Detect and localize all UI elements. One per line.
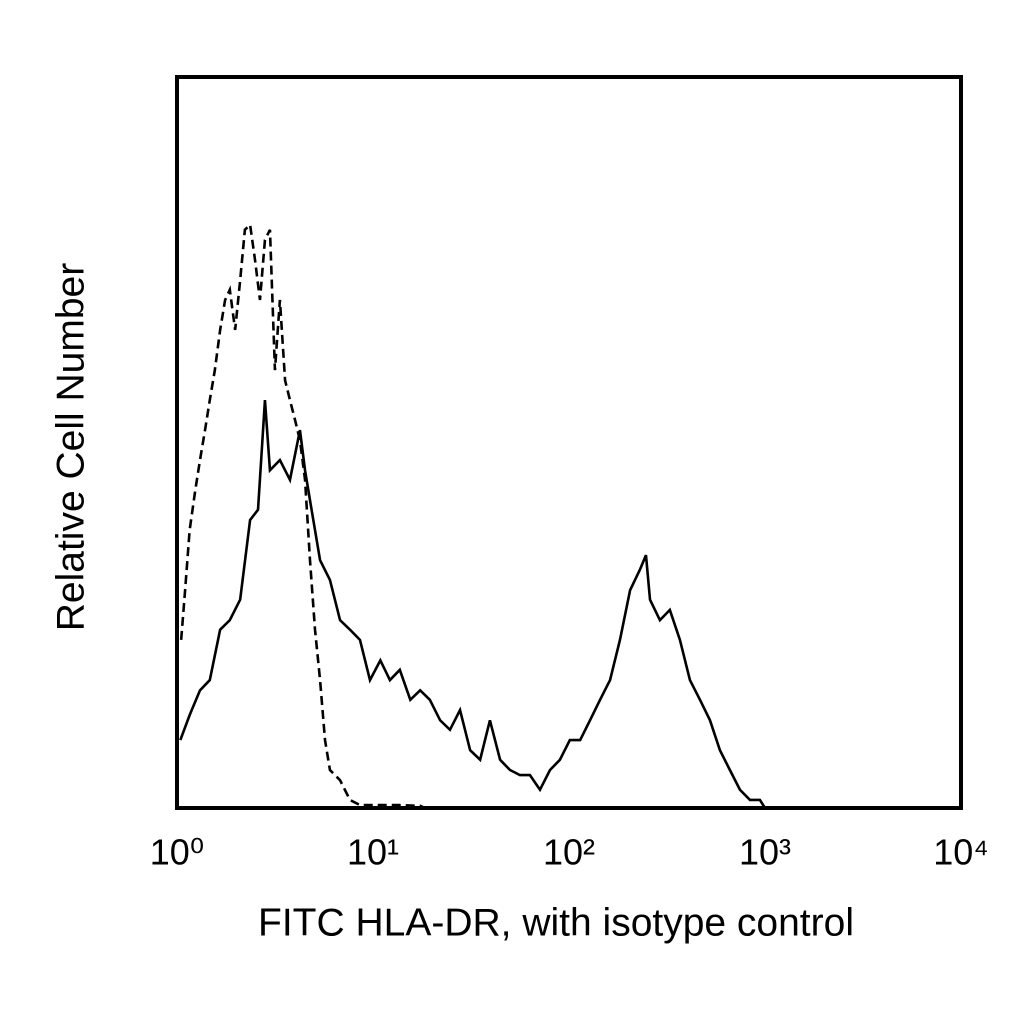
y-axis-title: Relative Cell Number <box>49 263 92 631</box>
x-tick-label: 10⁴ <box>933 832 989 873</box>
histogram-line <box>179 221 426 810</box>
plot-frame <box>175 75 963 810</box>
histogram-line <box>179 400 767 809</box>
x-tick-label: 10³ <box>739 832 791 873</box>
x-tick-label: 10¹ <box>347 832 399 873</box>
x-axis-title: FITC HLA-DR, with isotype control <box>258 901 854 944</box>
x-tick-label: 10⁰ <box>150 832 204 873</box>
x-tick-label: 10² <box>543 832 595 873</box>
